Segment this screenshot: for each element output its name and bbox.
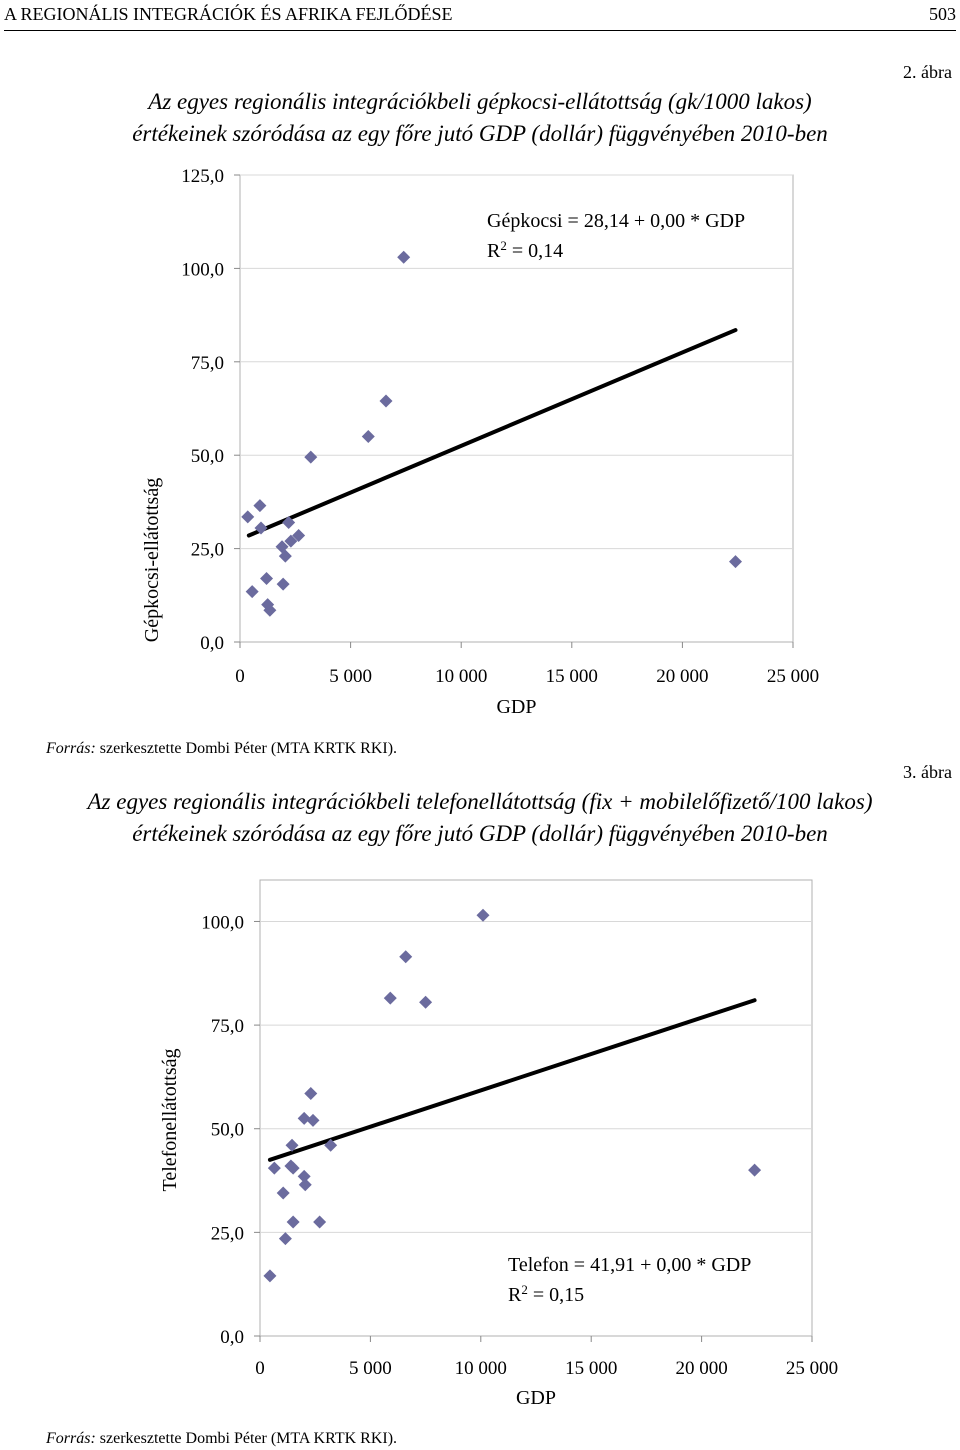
x-tick-label: 5 000 [349, 1358, 392, 1379]
data-point [254, 521, 268, 535]
data-point [276, 577, 290, 591]
y-tick-label: 0,0 [220, 1327, 244, 1348]
y-tick-label: 0,0 [200, 633, 224, 654]
y-tick-label: 75,0 [211, 1016, 244, 1037]
data-point [241, 510, 255, 524]
data-point [306, 1113, 320, 1127]
y-axis-title: Gépkocsi-ellátottság [141, 478, 163, 642]
data-point [263, 1269, 277, 1283]
data-point [728, 555, 742, 569]
data-point [284, 534, 298, 548]
scatter-chart-car-ownership: 0,0 25,0 50,0 75,0 100,0 125,0 0 5 000 10 000 15 … [141, 166, 819, 718]
trend-line [267, 998, 757, 1162]
data-point [253, 499, 267, 513]
y-tick-label: 25,0 [211, 1223, 244, 1244]
figure-number: 3. ábra [903, 762, 952, 782]
running-header: A REGIONÁLIS INTEGRÁCIÓK ÉS AFRIKA FEJLŐ… [4, 2, 956, 31]
y-tick-label: 50,0 [191, 446, 224, 467]
x-tick-label: 25 000 [786, 1358, 838, 1379]
page-number: 503 [929, 4, 956, 24]
scatter-chart-telephone: 0,0 25,0 50,0 75,0 100,0 0 5 000 10 000 15 000 20… [159, 879, 838, 1409]
y-tick-label: 50,0 [211, 1120, 244, 1141]
data-point [313, 1215, 327, 1229]
data-point [324, 1138, 338, 1152]
figure-number: 2. ábra [903, 62, 952, 82]
source-label: Forrás: [46, 1430, 96, 1447]
data-point [292, 529, 306, 543]
y-tick-label: 75,0 [191, 353, 224, 374]
source-text: szerkesztette Dombi Péter (MTA KRTK RKI)… [95, 1430, 398, 1447]
figure-title-line: Az egyes regionális integrációkbeli tele… [87, 789, 873, 814]
data-point [245, 585, 259, 599]
figure-title-line: értékeinek szóródása az egy főre jutó GD… [132, 121, 828, 146]
figure-source: Forrás: szerkesztette Dombi Péter (MTA K… [46, 740, 397, 758]
y-tick-label: 25,0 [191, 540, 224, 561]
data-point [267, 1161, 281, 1175]
x-tick-label: 20 000 [656, 666, 708, 687]
data-point [397, 250, 411, 264]
x-tick-label: 0 [235, 666, 245, 687]
x-tick-label: 10 000 [435, 666, 487, 687]
data-point [379, 394, 393, 408]
x-tick-label: 15 000 [546, 666, 598, 687]
source-text: szerkesztette Dombi Péter (MTA KRTK RKI)… [95, 740, 398, 757]
x-tick-label: 25 000 [767, 666, 819, 687]
data-point [383, 991, 397, 1005]
source-label: Forrás: [46, 740, 96, 757]
data-point [748, 1163, 762, 1177]
regression-equation: Telefon = 41,91 + 0,00 * GDP [508, 1254, 751, 1276]
data-point [285, 1138, 299, 1152]
figure-title-line: értékeinek szóródása az egy főre jutó GD… [132, 821, 828, 846]
plot-area [259, 879, 813, 1337]
data-point [476, 908, 490, 922]
regression-equation: Gépkocsi = 28,14 + 0,00 * GDP [487, 210, 745, 232]
x-tick-label: 0 [255, 1358, 265, 1379]
data-point [304, 450, 318, 464]
data-point [297, 1111, 311, 1125]
y-tick-label: 100,0 [181, 259, 224, 280]
figure-source: Forrás: szerkesztette Dombi Péter (MTA K… [46, 1430, 397, 1448]
data-point [298, 1178, 312, 1192]
x-axis-title: GDP [496, 696, 536, 718]
data-point [282, 515, 296, 529]
r-squared-label: R2 = 0,15 [508, 1282, 584, 1307]
x-tick-label: 5 000 [329, 666, 372, 687]
data-point [361, 430, 375, 444]
data-point [286, 1215, 300, 1229]
data-point [278, 549, 292, 563]
figure-title: Az egyes regionális integrációkbeli tele… [0, 786, 960, 850]
data-point [276, 1186, 290, 1200]
data-point [286, 1161, 300, 1175]
figure-title: Az egyes regionális integrációkbeli gépk… [0, 86, 960, 150]
y-tick-label: 125,0 [181, 166, 224, 187]
x-tick-label: 10 000 [455, 1358, 507, 1379]
data-point [419, 995, 433, 1009]
figure-title-line: Az egyes regionális integrációkbeli gépk… [148, 89, 812, 114]
data-point [399, 950, 413, 964]
data-point [263, 603, 277, 617]
data-point [297, 1169, 311, 1183]
data-point [304, 1086, 318, 1100]
data-point [260, 571, 274, 585]
y-tick-label: 100,0 [201, 912, 244, 933]
trend-line [246, 328, 738, 538]
data-point [278, 1232, 292, 1246]
x-axis-title: GDP [516, 1387, 556, 1409]
x-tick-label: 20 000 [675, 1358, 727, 1379]
r-squared-label: R2 = 0,14 [487, 238, 563, 263]
x-tick-label: 15 000 [565, 1358, 617, 1379]
running-title: A REGIONÁLIS INTEGRÁCIÓK ÉS AFRIKA FEJLŐ… [4, 4, 453, 24]
y-axis-title: Telefonellátottság [159, 1049, 181, 1192]
